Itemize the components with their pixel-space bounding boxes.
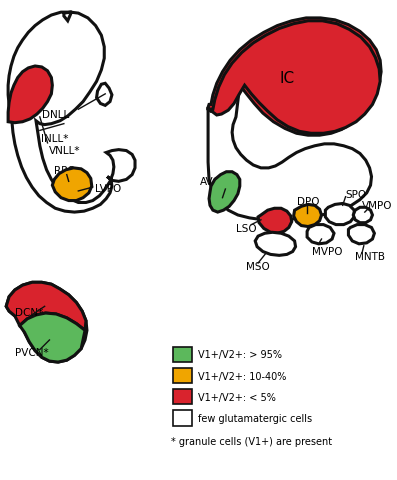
Polygon shape: [208, 19, 381, 136]
Polygon shape: [294, 205, 322, 227]
Text: MSO: MSO: [246, 262, 269, 271]
Polygon shape: [258, 209, 292, 234]
Polygon shape: [353, 208, 372, 223]
Text: * granule cells (V1+) are present: * granule cells (V1+) are present: [171, 436, 332, 446]
Polygon shape: [6, 283, 87, 362]
Text: DCN*: DCN*: [15, 308, 43, 317]
Bar: [173, 347, 192, 362]
Polygon shape: [349, 225, 374, 244]
Text: INLL*: INLL*: [41, 134, 68, 144]
Polygon shape: [52, 168, 92, 201]
Text: LSO: LSO: [236, 224, 256, 234]
Text: PVCN*: PVCN*: [15, 348, 48, 358]
Polygon shape: [209, 172, 240, 213]
Polygon shape: [208, 86, 372, 220]
Text: few glutamatergic cells: few glutamatergic cells: [197, 413, 312, 423]
Text: V1+/V2+: 10-40%: V1+/V2+: 10-40%: [197, 371, 286, 381]
Text: DNLL: DNLL: [42, 110, 69, 120]
Text: LVPO: LVPO: [94, 184, 121, 193]
Polygon shape: [8, 13, 135, 213]
Text: MVPO: MVPO: [312, 246, 342, 256]
Bar: [173, 368, 192, 384]
Polygon shape: [6, 283, 86, 331]
Bar: [173, 389, 192, 405]
Text: DPO: DPO: [297, 196, 320, 206]
Text: VMPO: VMPO: [362, 201, 392, 211]
Text: MNTB: MNTB: [355, 252, 385, 262]
Polygon shape: [8, 67, 52, 123]
Text: IC: IC: [279, 71, 295, 86]
Polygon shape: [96, 84, 112, 106]
Polygon shape: [307, 225, 334, 244]
Text: V1+/V2+: < 5%: V1+/V2+: < 5%: [197, 392, 276, 402]
Text: SPO: SPO: [345, 190, 367, 199]
Bar: [173, 410, 192, 426]
Polygon shape: [326, 204, 354, 225]
Text: V1+/V2+: > 95%: V1+/V2+: > 95%: [197, 349, 281, 360]
Polygon shape: [20, 313, 85, 362]
Text: AVCN*: AVCN*: [200, 177, 234, 187]
Polygon shape: [255, 233, 295, 256]
Text: RPO: RPO: [54, 166, 76, 175]
Polygon shape: [211, 22, 380, 134]
Text: VNLL*: VNLL*: [48, 145, 80, 156]
